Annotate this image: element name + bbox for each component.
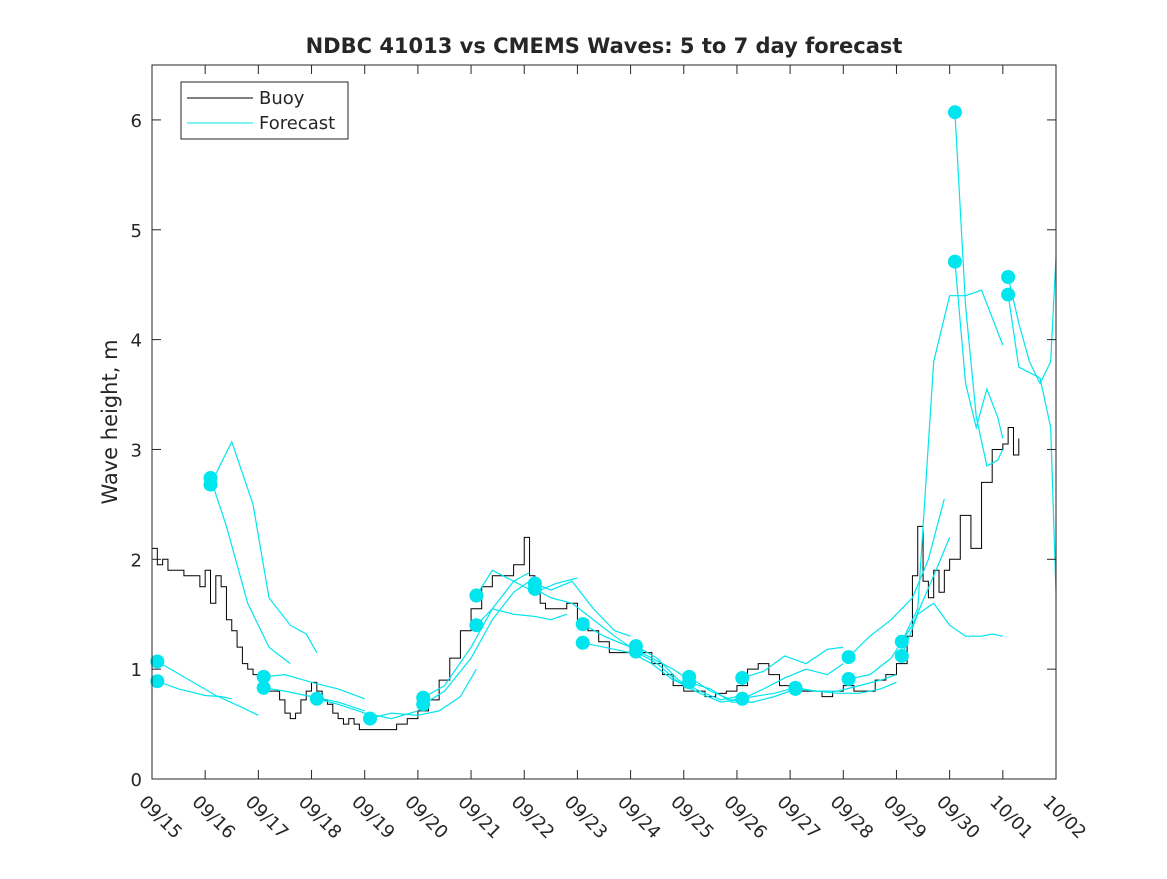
forecast-start-point xyxy=(309,691,324,706)
forecast-start-point xyxy=(735,670,750,685)
y-tick-label: 1 xyxy=(131,660,142,681)
forecast-start-point xyxy=(894,634,909,649)
forecast-series-line xyxy=(369,668,477,720)
forecast-start-point xyxy=(947,105,962,120)
forecast-start-point xyxy=(841,672,856,687)
forecast-series-line xyxy=(1007,257,1057,385)
plot-area xyxy=(152,65,1056,779)
forecast-series-line xyxy=(795,681,897,694)
forecast-series-line xyxy=(848,498,945,658)
chart-title: NDBC 41013 vs CMEMS Waves: 5 to 7 day fo… xyxy=(306,34,903,58)
forecast-series-line xyxy=(742,646,844,679)
forecast-start-point xyxy=(628,644,643,659)
legend-buoy-label: Buoy xyxy=(259,88,305,109)
forecast-start-point xyxy=(527,581,542,596)
forecast-series-line xyxy=(901,602,1003,657)
forecast-start-point xyxy=(1001,287,1016,302)
forecast-start-point xyxy=(469,588,484,603)
marker-layer xyxy=(150,105,1016,726)
forecast-start-point xyxy=(841,650,856,665)
forecast-series-line xyxy=(316,698,419,720)
legend: Buoy Forecast xyxy=(180,81,349,140)
legend-box xyxy=(180,81,349,140)
forecast-series-line xyxy=(422,580,530,705)
forecast-start-point xyxy=(947,254,962,269)
forecast-series-line xyxy=(534,588,631,648)
y-tick-label: 0 xyxy=(131,770,142,791)
forecast-series-line xyxy=(475,569,578,596)
forecast-series-line xyxy=(157,660,259,716)
legend-forecast-label: Forecast xyxy=(259,113,335,134)
y-tick-label: 4 xyxy=(131,331,142,352)
forecast-start-point xyxy=(363,711,378,726)
forecast-series-line xyxy=(742,663,844,700)
y-tick-label: 3 xyxy=(131,440,142,461)
y-tick-label: 5 xyxy=(131,221,142,242)
forecast-series-line xyxy=(209,440,318,653)
forecast-start-point xyxy=(203,477,218,492)
forecast-start-point xyxy=(150,654,165,669)
y-tick-label: 2 xyxy=(131,550,142,571)
forecast-start-point xyxy=(682,675,697,690)
forecast-series-line xyxy=(209,477,291,665)
forecast-start-point xyxy=(575,617,590,632)
forecast-start-point xyxy=(575,635,590,650)
forecast-series-line xyxy=(582,642,690,687)
forecast-series-line xyxy=(954,261,1004,439)
y-tick-label: 6 xyxy=(131,111,142,132)
forecast-series-line xyxy=(157,680,232,700)
forecast-start-point xyxy=(416,697,431,712)
forecast-start-point xyxy=(1001,270,1016,285)
forecast-start-point xyxy=(256,680,271,695)
forecast-start-point xyxy=(894,648,909,663)
forecast-start-point xyxy=(150,674,165,689)
forecast-series-line xyxy=(534,580,631,637)
forecast-series-line xyxy=(475,608,567,626)
forecast-start-point xyxy=(788,681,803,696)
forecast-start-point xyxy=(256,669,271,684)
forecast-series-line xyxy=(263,674,365,700)
forecast-start-point xyxy=(735,691,750,706)
forecast-series-line xyxy=(954,112,1004,467)
forecast-start-point xyxy=(469,618,484,633)
plot-frame xyxy=(151,64,1057,780)
forecast-series-line xyxy=(1007,294,1057,593)
y-axis-label: Wave height, m xyxy=(98,339,122,504)
